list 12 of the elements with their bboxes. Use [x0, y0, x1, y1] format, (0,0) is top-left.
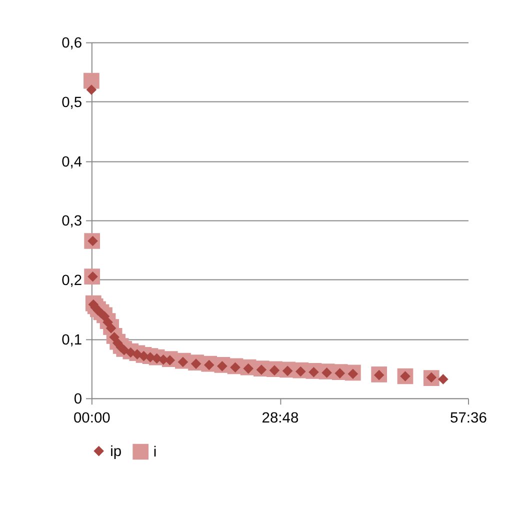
y-tick-label: 0,2 [62, 272, 82, 289]
y-tick-label: 0,1 [62, 332, 82, 348]
legend-label: i [153, 444, 157, 461]
y-tick-label: 0,6 [62, 36, 82, 52]
y-tick-label: 0,5 [62, 95, 82, 112]
y-tick-label: 0 [74, 392, 82, 408]
x-tick-label: 00:00 [73, 410, 110, 426]
legend-label: ip [110, 444, 122, 460]
y-tick-label: 0,3 [62, 214, 82, 230]
x-tick-label: 57:36 [450, 410, 487, 426]
x-tick-label: 28:48 [262, 410, 299, 426]
y-tick-label: 0,4 [62, 154, 82, 170]
